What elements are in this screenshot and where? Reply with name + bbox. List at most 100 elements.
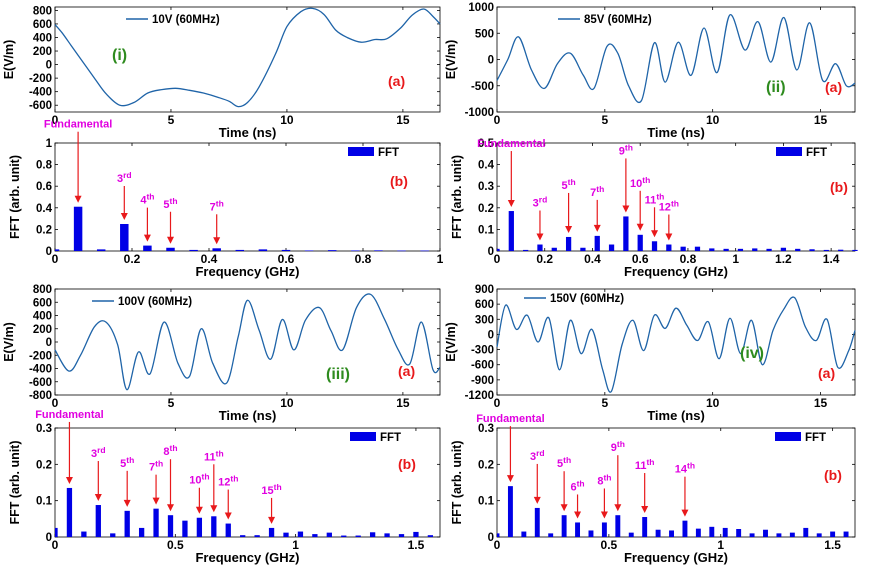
- harmonic-label: 6th: [570, 478, 584, 493]
- y-tick-label: 0.2: [478, 203, 494, 215]
- x-tick-label: 5: [168, 396, 175, 410]
- fft-bar: [297, 531, 304, 537]
- y-tick-label: 600: [475, 299, 494, 311]
- fft-bar: [534, 507, 540, 537]
- fft-bar: [736, 529, 742, 537]
- y-tick-label: -200: [29, 73, 52, 85]
- y-tick-label: 200: [33, 46, 52, 58]
- fft-bar: [830, 531, 836, 537]
- y-tick-label: -200: [29, 350, 52, 362]
- fft-bar: [327, 250, 337, 251]
- legend-label: 100V (60MHz): [118, 296, 192, 308]
- fft-bar: [66, 487, 73, 537]
- fft-bar: [268, 527, 275, 537]
- fft-bar: [211, 516, 217, 537]
- y-axis-label: E(V/m): [444, 40, 458, 80]
- y-axis-label: FFT (arb. unit): [450, 155, 464, 239]
- fft-bar: [709, 526, 715, 537]
- y-tick-label: 0: [46, 60, 52, 72]
- fft-bar: [153, 508, 159, 537]
- harmonic-arrowhead: [614, 504, 622, 512]
- x-axis-label: Time (ns): [219, 408, 277, 423]
- harmonic-arrowhead: [167, 504, 174, 512]
- harmonic-label: 11th: [645, 191, 665, 206]
- y-tick-label: 0.8: [36, 160, 53, 172]
- fft-bar: [588, 530, 594, 537]
- y-tick-label: -900: [471, 375, 494, 387]
- fft-bar: [166, 247, 175, 251]
- fft-bar: [852, 249, 858, 251]
- fft-bar: [254, 535, 260, 537]
- harmonic-arrowhead: [152, 497, 160, 505]
- harmonic-arrowhead: [120, 213, 128, 220]
- y-tick-label: 0.4: [478, 160, 495, 172]
- x-tick-label: 0.8: [680, 252, 697, 266]
- fft-bar: [341, 535, 347, 537]
- harmonic-arrowhead: [195, 506, 203, 514]
- fft-bar: [537, 244, 543, 251]
- x-tick-label: 15: [396, 396, 410, 410]
- harmonic-arrowhead: [641, 506, 649, 514]
- x-tick-label: 15: [396, 113, 410, 127]
- harmonic-label: 7th: [210, 198, 224, 213]
- x-tick-label: 0.5: [601, 538, 618, 552]
- y-tick-label: 0.5: [478, 138, 495, 150]
- y-tick-label: 0.2: [36, 459, 52, 471]
- fft-bar: [763, 529, 768, 537]
- harmonic-arrowhead: [536, 233, 544, 241]
- harmonic-label: 5th: [562, 177, 576, 192]
- fft-bar: [55, 249, 60, 251]
- harmonic-arrowhead: [268, 516, 276, 524]
- x-tick-label: 10: [706, 113, 720, 127]
- fft-bar: [637, 234, 643, 251]
- y-tick-label: 800: [33, 284, 52, 296]
- harmonic-label: 7th: [590, 184, 604, 199]
- x-tick-label: 5: [601, 113, 608, 127]
- harmonic-arrowhead: [94, 494, 102, 502]
- fft-bar: [548, 533, 554, 537]
- fft-2-panel: 0 0.2 0.4 0.6 0.8 1 1.2 1.4 0 0.1 0.2 0.3 0.4 0.5 Freq…: [450, 138, 858, 279]
- fft-bar: [312, 534, 318, 537]
- fft-bar: [580, 247, 586, 251]
- fft-bar: [281, 249, 291, 251]
- y-tick-label: -300: [471, 345, 494, 357]
- fft-bar: [615, 515, 621, 537]
- fft-bar: [420, 250, 429, 252]
- case-label: (ii): [766, 79, 786, 96]
- x-tick-label: 0: [52, 252, 59, 266]
- harmonic-label: 5th: [557, 455, 571, 470]
- y-tick-label: 0: [46, 532, 52, 544]
- x-axis-label: Frequency (GHz): [624, 264, 728, 279]
- y-tick-label: -1000: [465, 107, 494, 119]
- harmonic-label: 8th: [163, 443, 177, 458]
- case-label: (i): [112, 47, 127, 64]
- fft-1-panel: 0 0.2 0.4 0.6 0.8 1 0 0.2 0.4 0.6 0.8 1 Frequency (G…: [8, 119, 444, 279]
- fft-bar: [427, 535, 434, 537]
- axes-frame: [496, 142, 856, 252]
- x-tick-label: 1.5: [408, 538, 425, 552]
- legend-label: FFT: [380, 432, 401, 444]
- x-axis-label: Frequency (GHz): [195, 550, 299, 565]
- harmonic-label: Fundamental: [477, 138, 545, 150]
- fft-bar: [709, 248, 715, 251]
- fft-bar: [120, 224, 129, 251]
- harmonic-label: 15th: [261, 482, 281, 497]
- fft-bar: [167, 515, 174, 537]
- y-axis-label: FFT (arb. unit): [450, 440, 464, 524]
- signal-line: [54, 293, 441, 391]
- y-tick-label: 500: [475, 28, 494, 40]
- harmonic-label: 12th: [659, 199, 679, 214]
- y-tick-label: -400: [29, 87, 52, 99]
- x-tick-label: 1: [292, 538, 299, 552]
- harmonic-arrowhead: [600, 511, 608, 519]
- harmonic-label: 4th: [140, 192, 154, 207]
- axes-frame: [496, 288, 856, 396]
- harmonic-arrowhead: [533, 496, 541, 504]
- harmonic-arrowhead: [213, 237, 221, 245]
- y-tick-label: 0.6: [36, 181, 52, 193]
- y-tick-label: 0: [46, 246, 52, 258]
- harmonic-label: Fundamental: [35, 409, 103, 421]
- legend-swatch: [350, 432, 376, 441]
- legend-swatch: [348, 147, 374, 156]
